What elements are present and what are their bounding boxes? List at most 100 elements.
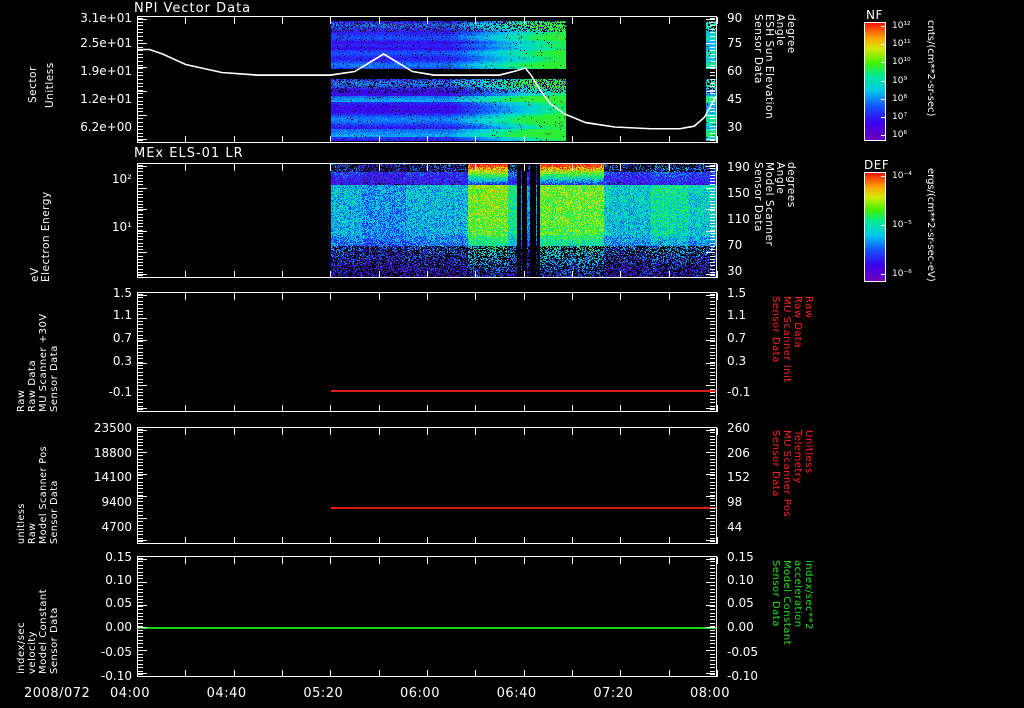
- p3-ytick-1: 1.1: [112, 308, 132, 322]
- p4-ytick-2: 14100: [93, 470, 132, 484]
- p5-ytick-1: 0.10: [105, 573, 132, 587]
- p2-ytick-r1: 150: [727, 186, 750, 200]
- p3-ytick-r3: 0.3: [727, 354, 747, 368]
- def-colorbar-title: DEF: [864, 158, 890, 172]
- p4-rname-1: MU Scanner Pos: [781, 430, 792, 518]
- p2-rname-3: degrees: [785, 162, 797, 208]
- nf-colorbar-label: 10⁶: [892, 130, 908, 140]
- p3-ytick-r2: 0.7: [727, 331, 747, 345]
- p5-lname-0: Sensor Data: [49, 607, 60, 674]
- panel-title-npi: NPI Vector Data: [134, 1, 252, 16]
- x-axis-tick-label: 06:00: [400, 686, 440, 701]
- p5-lname-3: index/sec: [16, 621, 27, 674]
- p2-ytick-r4: 30: [727, 264, 743, 278]
- p5-lname-1: Model Constant: [38, 588, 49, 674]
- p3-ytick-r0: 1.5: [727, 286, 747, 300]
- model-scanner-pos-line: [331, 507, 716, 509]
- els-spectrogram-canvas: [138, 164, 716, 277]
- panel2-left-axis-name: eV Electron Energy: [29, 172, 52, 282]
- panel-mu-scanner-30v-plot: [137, 292, 717, 412]
- p1-rname-0: Sensor Data: [752, 14, 764, 84]
- nf-colorbar-title: NF: [866, 8, 883, 22]
- def-colorbar: [864, 172, 886, 282]
- p3-lname-1: MU Scanner +30V: [38, 313, 49, 412]
- def-colorbar-units: ergs/(cm**2-sr-sec-eV): [925, 168, 936, 282]
- p1-rname-2: Angle: [774, 14, 786, 47]
- p2-ytick-r0: 190: [727, 160, 750, 174]
- p5-ytick-5: -0.10: [100, 669, 132, 683]
- panel-model-scanner-pos-plot: [137, 427, 717, 544]
- x-axis-tick-label: 07:20: [593, 686, 634, 701]
- model-constant-velocity-line: [138, 627, 716, 629]
- p3-rname-1: MU Scanner Init: [781, 296, 792, 383]
- p1-ytick-r3: 45: [727, 92, 743, 106]
- p4-lname-3: unitless: [16, 503, 27, 544]
- nf-colorbar-label: 10⁹: [892, 75, 908, 86]
- x-axis-tick-label: 04:40: [206, 686, 247, 701]
- p3-rname-0: Sensor Data: [770, 296, 781, 363]
- nf-colorbar-label: 10⁸: [892, 93, 908, 104]
- panel3-right-axis-name: Sensor Data MU Scanner Init Raw Data Raw: [770, 296, 814, 408]
- p1-ytick-0: 3.1e+01: [80, 11, 132, 25]
- p4-rname-2: Telemetry: [792, 430, 803, 484]
- x-axis-tick-label: 05:20: [303, 686, 344, 701]
- p1-ytick-4: 6.2e+00: [80, 120, 132, 134]
- p1-ytick-r2: 60: [727, 64, 743, 78]
- p1-lname-1: Unitless: [43, 62, 56, 108]
- p1-ytick-r0: 90: [727, 11, 743, 25]
- p3-ytick-4: -0.1: [108, 385, 132, 399]
- p4-ytick-r3: 98: [727, 495, 743, 509]
- p1-ytick-r4: 30: [727, 120, 743, 134]
- panel-title-els: MEx ELS-01 LR: [134, 146, 244, 161]
- p3-lname-2: Raw Data: [27, 359, 38, 412]
- def-colorbar-label: 10⁻⁴: [892, 171, 912, 181]
- nf-colorbar-label: 10¹¹: [892, 39, 911, 50]
- p5-rname-3: index/sec**2: [803, 560, 814, 630]
- panel-els-plot: [137, 163, 717, 278]
- panel-model-constant-velocity-plot: [137, 556, 717, 677]
- p5-lname-2: velocity: [27, 630, 38, 674]
- p5-rname-0: Sensor Data: [770, 560, 781, 627]
- p5-ytick-r0: 0.15: [727, 550, 754, 564]
- p1-ytick-3: 1.2e+01: [80, 92, 132, 106]
- p4-ytick-r4: 44: [727, 520, 743, 534]
- p2-ytick-1: 10¹: [111, 220, 132, 234]
- p4-lname-0: Sensor Data: [49, 480, 60, 544]
- p1-ytick-r1: 75: [727, 36, 743, 50]
- p4-rname-3: Unitless: [803, 430, 814, 474]
- p3-lname-0: Sensor Data: [49, 345, 60, 412]
- p3-rname-3: Raw: [803, 296, 814, 319]
- x-axis-date: 2008/072: [24, 686, 91, 701]
- panel2-right-axis-name: Sensor Data Model Scanner Angle degrees: [752, 162, 797, 280]
- p1-rname-3: degree: [785, 14, 797, 54]
- x-axis-tick-label: 08:00: [690, 686, 730, 701]
- panel5-right-axis-name: Sensor Data Model Constant acceleration …: [770, 560, 814, 672]
- p2-ytick-r3: 70: [727, 238, 743, 252]
- p2-lname-0: Electron Energy: [40, 191, 52, 282]
- p3-rname-2: Raw Data: [792, 296, 803, 349]
- p5-rname-1: Model Constant: [781, 560, 792, 646]
- p4-rname-0: Sensor Data: [770, 430, 781, 497]
- mu-scanner-30v-line: [331, 390, 716, 392]
- p3-ytick-2: 0.7: [112, 331, 132, 345]
- nf-colorbar: [864, 22, 886, 141]
- p3-ytick-r4: -0.1: [727, 385, 751, 399]
- p3-ytick-0: 1.5: [112, 286, 132, 300]
- p5-ytick-r2: 0.05: [727, 596, 754, 610]
- x-axis-tick-label: 04:00: [110, 686, 150, 701]
- npi-spectrogram-canvas: [138, 17, 716, 142]
- p2-ytick-0: 10²: [111, 172, 132, 186]
- p5-rname-2: acceleration: [792, 560, 803, 628]
- p1-rname-1: ESH Sun Elevation: [763, 14, 775, 120]
- p4-ytick-3: 9400: [101, 495, 132, 509]
- p4-ytick-r0: 260: [727, 421, 750, 435]
- p1-ytick-2: 1.9e+01: [80, 64, 132, 78]
- p4-ytick-0: 23500: [93, 421, 132, 435]
- panel-npi-plot: [137, 16, 717, 143]
- x-axis-tick-label: 06:40: [496, 686, 537, 701]
- p4-ytick-4: 4700: [101, 520, 132, 534]
- nf-colorbar-label: 10⁷: [892, 111, 908, 122]
- p2-ytick-r2: 110: [727, 212, 750, 226]
- panel1-right-axis-name: Sensor Data ESH Sun Elevation Angle degr…: [752, 14, 797, 140]
